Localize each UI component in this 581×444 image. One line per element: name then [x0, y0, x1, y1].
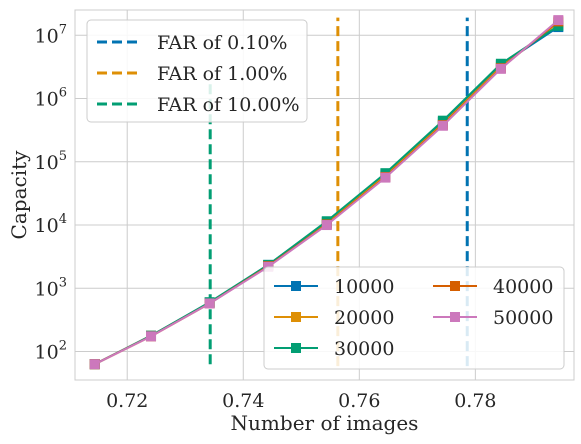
y-tick-base: 10: [35, 152, 59, 174]
series-marker: [89, 359, 100, 370]
series-marker: [553, 15, 564, 26]
x-tick-label: 0.76: [338, 390, 380, 412]
threshold-legend: FAR of 0.10% FAR of 1.00% FAR of 10.00%: [86, 19, 308, 123]
y-tick-base: 10: [35, 278, 59, 300]
legend-label: 20000: [334, 307, 394, 329]
legend-label: 40000: [493, 276, 553, 298]
legend-label: 10000: [334, 276, 394, 298]
series-marker: [437, 120, 448, 131]
legend-label: 30000: [334, 338, 394, 360]
x-tick-label: 0.78: [454, 390, 496, 412]
legend-label: FAR of 1.00%: [157, 63, 287, 85]
legend-label: FAR of 10.00%: [157, 94, 300, 116]
y-tick-exponent: 4: [59, 212, 67, 227]
y-axis-label: Capacity: [7, 150, 31, 240]
series-legend: 10000 20000 30000 40000 50000: [263, 266, 565, 370]
series-marker: [146, 331, 157, 342]
series-marker: [380, 172, 391, 183]
legend-box: [86, 19, 308, 123]
x-tick-label: 0.72: [106, 390, 148, 412]
legend-label: 50000: [493, 307, 553, 329]
y-tick-exponent: 2: [59, 339, 67, 354]
plot-frame: [74, 9, 575, 381]
y-tick-label: 106: [35, 86, 67, 111]
y-tick-base: 10: [35, 89, 59, 111]
y-tick-label: 103: [35, 275, 67, 300]
x-axis-label: Number of images: [231, 411, 419, 435]
y-tick-exponent: 3: [59, 275, 67, 290]
legend-marker: [291, 281, 301, 291]
y-tick-base: 10: [35, 342, 59, 364]
legend-marker: [291, 343, 301, 353]
y-tick-base: 10: [35, 25, 59, 47]
x-tick-label: 0.74: [222, 390, 264, 412]
legend-box: [263, 266, 565, 370]
y-tick-label: 105: [35, 149, 67, 174]
series-lines: [89, 15, 564, 370]
y-tick-base: 10: [35, 215, 59, 237]
legend-marker: [291, 312, 301, 322]
series-marker: [204, 298, 215, 309]
legend-marker: [450, 312, 460, 322]
y-tick-label: 104: [35, 212, 67, 237]
y-tick-exponent: 7: [59, 22, 67, 37]
y-tick-exponent: 5: [59, 149, 67, 164]
legend-marker: [450, 281, 460, 291]
x-tick-labels: 0.72 0.74 0.76 0.78: [106, 390, 496, 412]
series-marker: [321, 220, 332, 231]
legend-label: FAR of 0.10%: [157, 32, 287, 54]
threshold-lines: [208, 17, 469, 367]
y-tick-label: 102: [35, 339, 67, 364]
series-marker: [495, 63, 506, 74]
y-tick-label: 107: [35, 22, 67, 47]
y-tick-exponent: 6: [59, 86, 67, 101]
